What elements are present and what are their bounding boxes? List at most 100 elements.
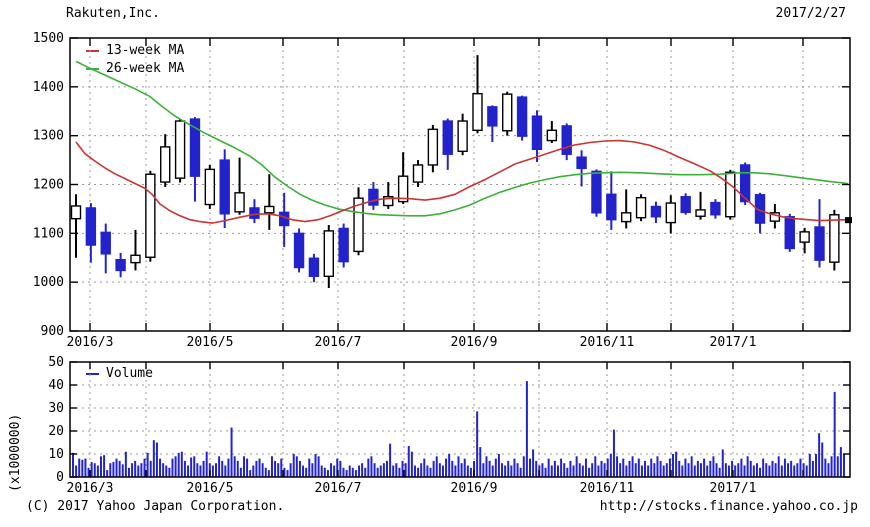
- volume-bar: [482, 463, 485, 477]
- volume-bar: [672, 454, 675, 477]
- candle: [204, 164, 216, 209]
- volume-bar: [84, 458, 87, 477]
- volume-bar: [675, 451, 678, 477]
- volume-bar: [783, 458, 786, 477]
- candle: [680, 193, 691, 215]
- volume-ytick-label: 10: [48, 447, 64, 462]
- legend-ma13-label: 13-week MA: [106, 43, 185, 58]
- main-ytick-label: 1200: [33, 178, 64, 193]
- volume-bar: [665, 463, 668, 477]
- candle: [397, 152, 409, 205]
- volume-bar: [190, 457, 193, 477]
- volume-bar: [90, 462, 93, 477]
- volume-bar: [479, 447, 482, 477]
- volume-bar: [261, 463, 264, 477]
- volume-bar: [171, 458, 174, 477]
- volume-ytick-label: 20: [48, 424, 64, 439]
- volume-bar: [755, 463, 758, 477]
- volume-bar: [818, 433, 821, 477]
- volume-bar: [258, 458, 261, 477]
- candle: [234, 157, 245, 215]
- candle: [130, 229, 141, 271]
- volume-bar: [398, 467, 401, 477]
- volume-bar: [715, 463, 718, 477]
- volume-bar: [687, 463, 690, 477]
- volume-bar: [345, 470, 348, 477]
- volume-bar: [379, 465, 382, 477]
- volume-bar: [423, 458, 426, 477]
- volume-bar: [429, 467, 432, 477]
- main-xtick-label: 2016/5: [187, 335, 234, 350]
- volume-bar: [112, 462, 115, 477]
- volume-bar: [152, 440, 155, 477]
- main-grid: [70, 38, 850, 331]
- candle: [189, 117, 201, 202]
- candle: [219, 149, 230, 228]
- volume-bar: [547, 458, 550, 477]
- volume-bar: [839, 447, 842, 477]
- candle: [115, 252, 126, 278]
- volume-bar: [274, 460, 277, 477]
- volume-bar: [532, 449, 535, 477]
- volume-bar: [448, 454, 451, 477]
- candle: [710, 199, 721, 219]
- volume-bar: [584, 458, 587, 477]
- candle: [278, 192, 290, 248]
- volume-bar: [115, 458, 118, 477]
- volume-bar: [628, 460, 631, 477]
- volume-bar: [762, 458, 765, 477]
- volume-bar: [358, 465, 361, 477]
- volume-bar: [218, 456, 221, 477]
- volume-bar: [168, 467, 171, 477]
- volume-bar: [202, 460, 205, 477]
- volume-bar: [401, 460, 404, 477]
- volume-bar: [311, 463, 314, 477]
- volume-bar: [308, 458, 311, 477]
- legend-ma26-label: 26-week MA: [106, 61, 185, 76]
- volume-bar: [292, 454, 295, 477]
- ma26-line-sample-icon: [86, 67, 99, 70]
- volume-bar: [830, 456, 833, 477]
- volume-bar: [280, 458, 283, 477]
- volume-bar: [737, 463, 740, 477]
- volume-bar: [644, 460, 647, 477]
- main-xtick-label: 2016/11: [580, 335, 635, 350]
- volume-bar: [706, 465, 709, 477]
- volume-bar: [165, 465, 168, 477]
- volume-bar: [727, 465, 730, 477]
- candle: [769, 204, 781, 229]
- volume-bar: [326, 470, 329, 477]
- volume-bar: [525, 381, 528, 477]
- volume-bar: [457, 456, 460, 477]
- legend-volume: Volume: [86, 366, 153, 381]
- volume-bar: [827, 463, 830, 477]
- volume-bar: [162, 463, 165, 477]
- volume-bar: [463, 458, 466, 477]
- volume-bar: [780, 465, 783, 477]
- candle: [754, 192, 766, 234]
- volume-bar: [183, 460, 186, 477]
- price-marker: [845, 217, 852, 224]
- candle: [546, 121, 558, 143]
- volume-xtick-label: 2017/1: [710, 481, 757, 496]
- candle: [620, 189, 632, 229]
- volume-bar: [815, 454, 818, 477]
- volume-xtick-label: 2016/7: [315, 481, 362, 496]
- volume-bar: [824, 458, 827, 477]
- volume-bar: [103, 455, 106, 477]
- main-ytick-label: 1100: [33, 226, 64, 241]
- volume-bar: [336, 458, 339, 477]
- volume-bar: [385, 460, 388, 477]
- volume-bar: [75, 465, 78, 477]
- candle: [383, 182, 394, 209]
- candle: [368, 182, 379, 210]
- volume-bar: [109, 463, 112, 477]
- ma13-line: [75, 139, 849, 224]
- volume-bar: [519, 467, 522, 477]
- candle: [725, 169, 736, 220]
- ma26-line: [75, 60, 849, 217]
- volume-bar: [497, 454, 500, 477]
- candle: [799, 227, 810, 254]
- volume-bar: [759, 467, 762, 477]
- volume-bar: [581, 465, 584, 477]
